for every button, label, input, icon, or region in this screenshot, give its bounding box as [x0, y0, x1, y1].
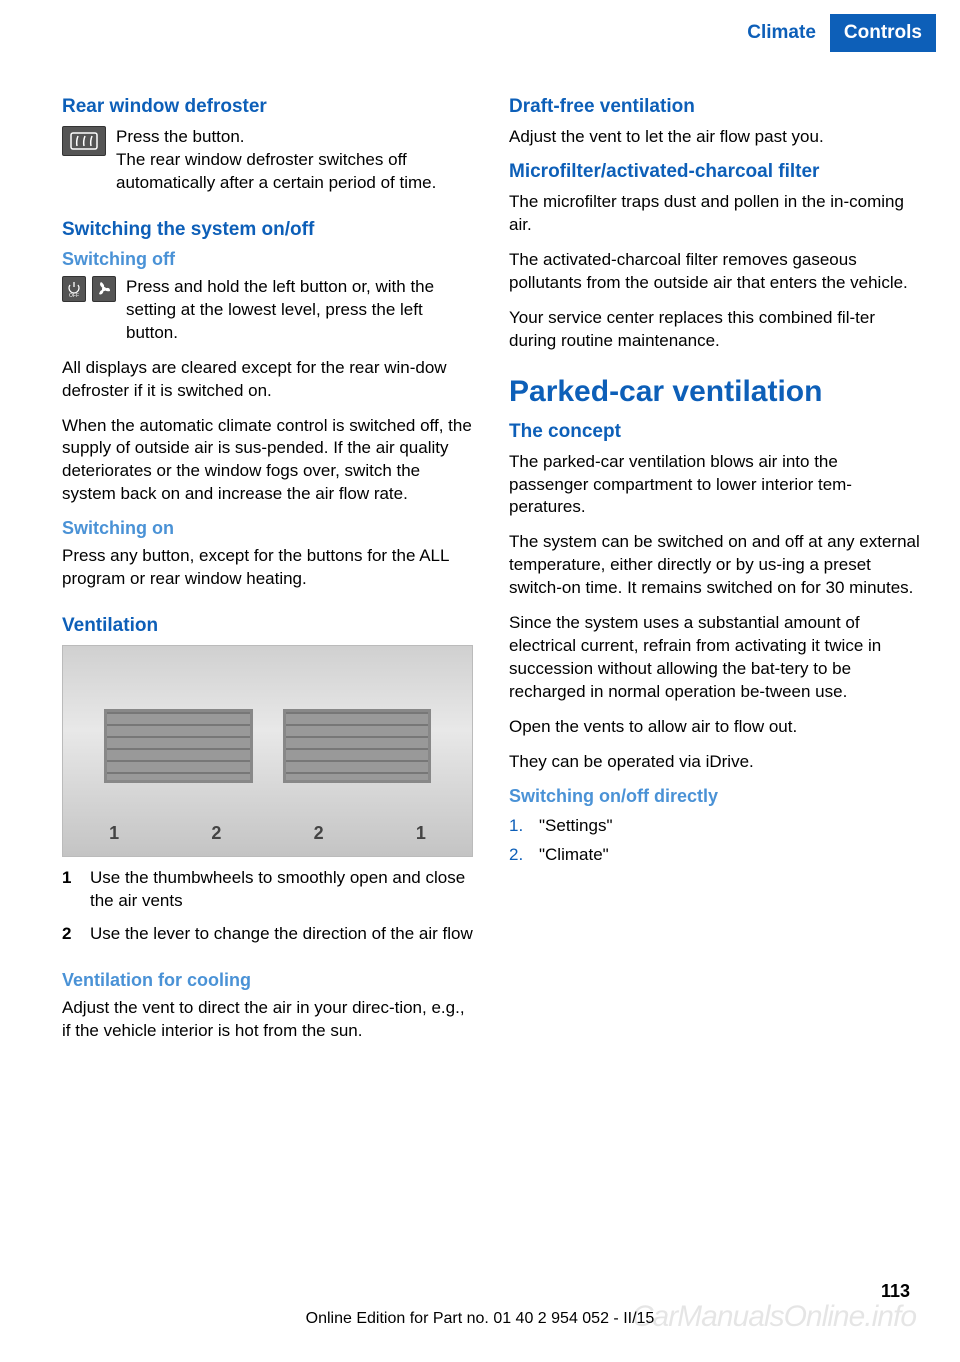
header-tabs: Climate Controls: [733, 14, 936, 52]
vent-label-1a: 1: [109, 823, 119, 844]
vent-item-1-num: 1: [62, 867, 76, 913]
header-tab-controls: Controls: [830, 14, 936, 52]
draft-free-para: Adjust the vent to let the air flow past…: [509, 126, 920, 149]
heading-vent-cooling: Ventilation for cooling: [62, 970, 473, 991]
vent-slats: [104, 709, 431, 783]
heading-concept: The concept: [509, 421, 920, 443]
heading-direct-switch: Switching on/off directly: [509, 786, 920, 807]
right-column: Draft-free ventilation Adjust the vent t…: [509, 96, 920, 1055]
heading-microfilter: Microfilter/activated-charcoal filter: [509, 161, 920, 183]
off-fan-icons: OFF: [62, 276, 116, 345]
direct-step-2: 2. "Climate": [509, 842, 920, 868]
direct-step-2-text: "Climate": [539, 842, 609, 868]
heading-switching-on: Switching on: [62, 518, 473, 539]
vent-cooling-para: Adjust the vent to direct the air in you…: [62, 997, 473, 1043]
heading-switching-off: Switching off: [62, 249, 473, 270]
vent-item-2: 2 Use the lever to change the direction o…: [62, 923, 473, 946]
vent-label-2b: 2: [314, 823, 324, 844]
vent-left: [104, 709, 253, 783]
direct-step-1-num: 1.: [509, 813, 529, 839]
direct-step-1-text: "Settings": [539, 813, 613, 839]
vent-item-1: 1 Use the thumbwheels to smoothly open an…: [62, 867, 473, 913]
watermark: CarManualsOnline.info: [632, 1300, 916, 1334]
rear-defroster-text: Press the button. The rear window defros…: [116, 126, 473, 195]
switching-off-line1: Press and hold the left button or, with …: [126, 276, 473, 345]
title-parked-ventilation: Parked-car ventilation: [509, 375, 920, 409]
switching-off-block: OFF Press and hold the left button or, w…: [62, 276, 473, 345]
vent-item-2-num: 2: [62, 923, 76, 946]
heading-draft-free: Draft-free ventilation: [509, 96, 920, 118]
switching-on-para: Press any button, except for the buttons…: [62, 545, 473, 591]
concept-para2: The system can be switched on and off at…: [509, 531, 920, 600]
heading-ventilation: Ventilation: [62, 615, 473, 637]
rear-defroster-block: Press the button. The rear window defros…: [62, 126, 473, 195]
microfilter-para2: The activated-charcoal filter removes ga…: [509, 249, 920, 295]
vent-label-2a: 2: [211, 823, 221, 844]
svg-text:OFF: OFF: [69, 293, 79, 299]
switching-off-para2: All displays are cleared except for the …: [62, 357, 473, 403]
vent-item-2-text: Use the lever to change the direction of…: [90, 923, 473, 946]
header-tab-climate: Climate: [733, 14, 830, 52]
left-column: Rear window defroster Press the button. …: [62, 96, 473, 1055]
microfilter-para3: Your service center replaces this combin…: [509, 307, 920, 353]
vent-right: [283, 709, 432, 783]
microfilter-para1: The microfilter traps dust and pollen in…: [509, 191, 920, 237]
rear-defroster-line1: Press the button.: [116, 127, 245, 146]
switching-off-para3: When the automatic climate control is sw…: [62, 415, 473, 507]
concept-para3: Since the system uses a substantial amou…: [509, 612, 920, 704]
direct-step-2-num: 2.: [509, 842, 529, 868]
defroster-icon: [62, 126, 106, 156]
heading-switching: Switching the system on/off: [62, 219, 473, 241]
off-icon: OFF: [62, 276, 86, 302]
page-content: Rear window defroster Press the button. …: [62, 96, 920, 1055]
vent-item-1-text: Use the thumbwheels to smoothly open and…: [90, 867, 473, 913]
ventilation-list: 1 Use the thumbwheels to smoothly open an…: [62, 867, 473, 946]
concept-para5: They can be operated via iDrive.: [509, 751, 920, 774]
page-number: 113: [881, 1281, 910, 1302]
direct-step-1: 1. "Settings": [509, 813, 920, 839]
direct-steps: 1. "Settings" 2. "Climate": [509, 813, 920, 868]
concept-para4: Open the vents to allow air to flow out.: [509, 716, 920, 739]
concept-para1: The parked-car ventilation blows air int…: [509, 451, 920, 520]
fan-icon: [92, 276, 116, 302]
rear-defroster-line2: The rear window defroster switches off a…: [116, 150, 436, 192]
vent-label-1b: 1: [416, 823, 426, 844]
ventilation-image: 1 2 2 1: [62, 645, 473, 857]
heading-rear-defroster: Rear window defroster: [62, 96, 473, 118]
